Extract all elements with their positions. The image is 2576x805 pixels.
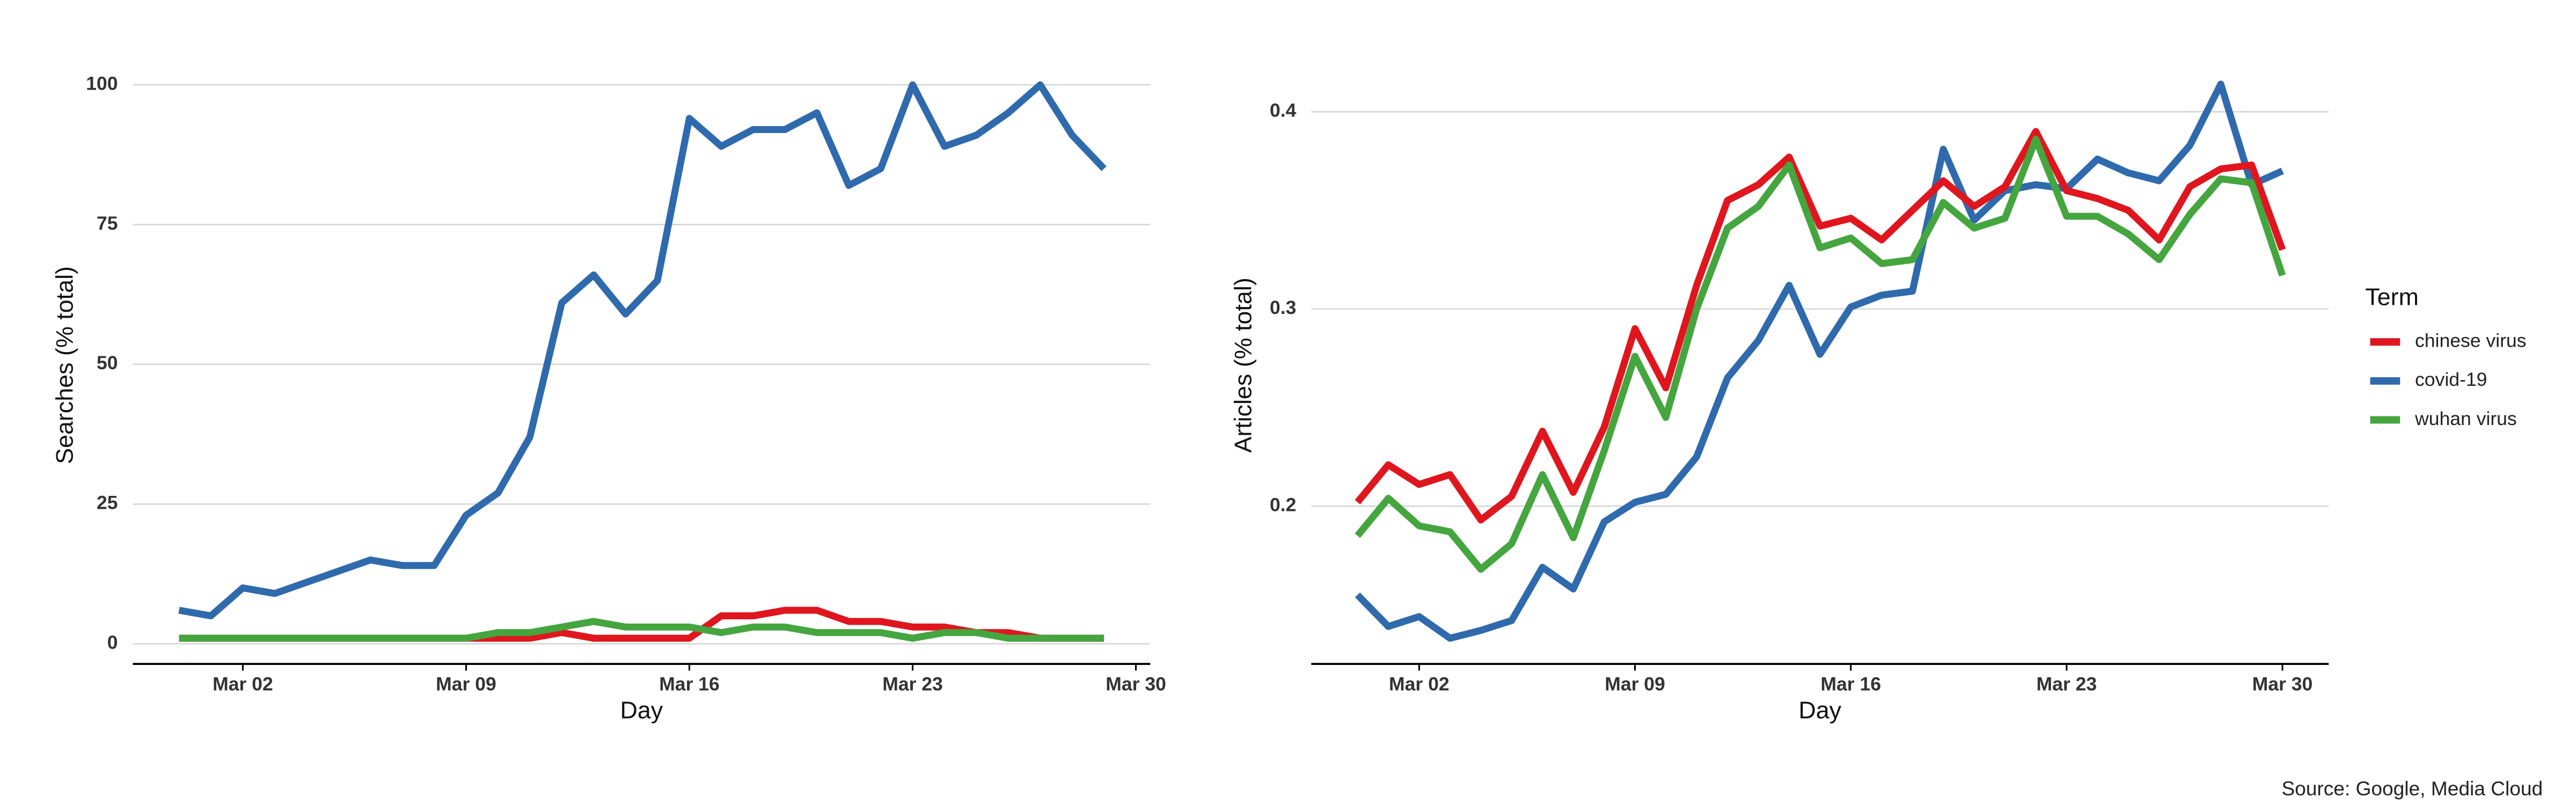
y-tick-label: 50 [97, 352, 118, 374]
line-series [1355, 128, 2286, 524]
x-tick-label: Mar 02 [1389, 674, 1450, 695]
x-tick-label: Mar 09 [1605, 674, 1665, 695]
x-axis-title: Day [620, 697, 663, 724]
x-tick-label: Mar 16 [659, 674, 720, 695]
y-tick-label: 0.4 [1270, 100, 1297, 121]
y-axis-title: Searches (% total) [51, 266, 78, 464]
y-tick-label: 0.3 [1270, 297, 1296, 318]
x-tick-label: Mar 02 [213, 674, 273, 695]
y-tick-label: 0.2 [1270, 494, 1296, 516]
x-tick-label: Mar 30 [2252, 674, 2313, 695]
x-axis-title: Day [1798, 697, 1841, 724]
line-series [179, 618, 1104, 642]
y-tick-label: 25 [97, 492, 118, 514]
y-tick-label: 75 [97, 213, 118, 234]
x-tick-label: Mar 23 [2037, 674, 2097, 695]
line-series [178, 81, 1107, 620]
line-series [1355, 80, 2284, 642]
line-series [1355, 136, 2286, 573]
x-tick-label: Mar 16 [1820, 674, 1881, 695]
legend-title: Term [2365, 283, 2419, 311]
x-tick-label: Mar 23 [882, 674, 943, 695]
x-tick-label: Mar 30 [1106, 674, 1166, 695]
y-axis-title: Articles (% total) [1229, 277, 1256, 452]
y-tick-label: 100 [86, 72, 118, 94]
source-caption: Source: Google, Media Cloud [2281, 777, 2543, 800]
x-tick-label: Mar 09 [436, 674, 496, 695]
legend-label: wuhan virus [2414, 408, 2517, 429]
y-tick-label: 0 [107, 632, 118, 653]
legend-label: covid-19 [2415, 369, 2487, 390]
legend-label: chinese virus [2415, 330, 2526, 352]
